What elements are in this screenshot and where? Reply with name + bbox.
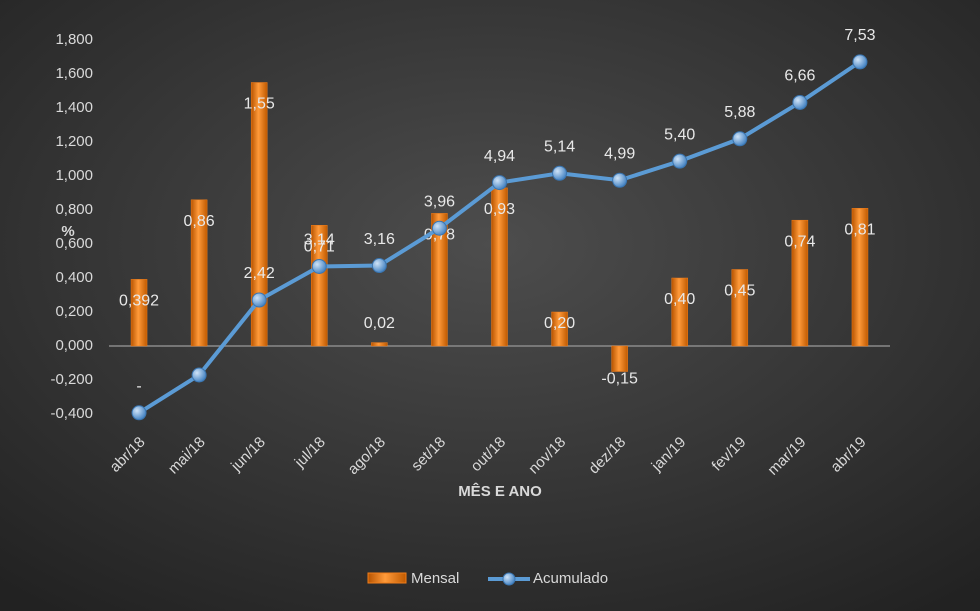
bar-value-label: 0,86 [184, 213, 215, 230]
line-marker [492, 175, 507, 191]
bar [851, 208, 869, 347]
bar [250, 82, 268, 347]
legend-swatch [502, 572, 516, 586]
line-marker [552, 165, 568, 181]
line-marker [612, 172, 628, 188]
bar [431, 213, 448, 347]
y-tick-label: -0,400 [50, 405, 93, 422]
bar [731, 269, 749, 347]
bar-value-label: 0,02 [364, 315, 395, 332]
bar [311, 225, 328, 347]
bar-value-label: 0,45 [724, 283, 755, 300]
bar [791, 219, 809, 347]
line-marker [732, 131, 748, 147]
y-tick-label: 1,600 [55, 65, 93, 82]
x-axis-title: MÊS E ANO [458, 482, 542, 500]
line-marker [672, 153, 688, 169]
legend-label: Acumulado [533, 570, 608, 587]
bar-value-label: -0,15 [601, 371, 638, 388]
bar-value-label: 0,93 [484, 201, 515, 218]
line-value-label: 3,14 [304, 232, 335, 249]
y-tick-label: 0,800 [55, 201, 93, 218]
y-tick-label: 0,000 [55, 337, 93, 354]
legend-swatch [367, 572, 407, 584]
bar [551, 311, 568, 347]
line-value-label: 4,94 [484, 148, 515, 165]
line-marker [431, 220, 447, 236]
line-marker [251, 292, 267, 308]
bar-value-label: 0,40 [664, 291, 695, 308]
bar [611, 345, 628, 372]
y-tick-label: -0,200 [50, 371, 93, 388]
line-value-label: 2,42 [244, 265, 275, 282]
line-value-label: 5,88 [724, 104, 755, 121]
bar [130, 279, 148, 347]
legend-label: Mensal [411, 570, 459, 587]
line-value-label: 4,99 [604, 145, 635, 162]
y-tick-label: 0,200 [55, 303, 93, 320]
y-tick-label: 1,400 [55, 99, 93, 116]
line-marker [852, 54, 868, 70]
bar-value-label: 0,71 [304, 239, 335, 256]
bar-value-label: 1,55 [244, 96, 275, 113]
line-value-label: 6,66 [784, 68, 815, 85]
y-axis-title: % [61, 223, 74, 240]
line-value-label: 5,14 [544, 138, 575, 155]
line-value-label: - [136, 378, 141, 395]
line-value-label: 3,96 [424, 193, 455, 210]
line-value-label: 5,40 [664, 126, 695, 143]
line-marker [131, 405, 147, 421]
bar-value-label: 0,392 [119, 293, 159, 310]
line-marker [191, 367, 207, 383]
line-marker [792, 94, 808, 110]
bar [371, 342, 388, 347]
y-tick-label: 0,400 [55, 269, 93, 286]
bar [190, 199, 208, 347]
line-marker [311, 258, 327, 274]
line-value-label: 7,53 [844, 27, 875, 44]
bar-value-label: 0,81 [844, 222, 875, 239]
line-marker [371, 258, 387, 274]
bar [671, 277, 688, 347]
y-tick-label: 1,200 [55, 133, 93, 150]
bar-value-label: 0,74 [784, 233, 815, 250]
y-tick-label: 0,600 [55, 235, 93, 252]
bar-value-label: 0,20 [544, 315, 575, 332]
line-value-label: 3,16 [364, 231, 395, 248]
y-tick-label: 1,000 [55, 167, 93, 184]
y-tick-label: 1,800 [55, 31, 93, 48]
